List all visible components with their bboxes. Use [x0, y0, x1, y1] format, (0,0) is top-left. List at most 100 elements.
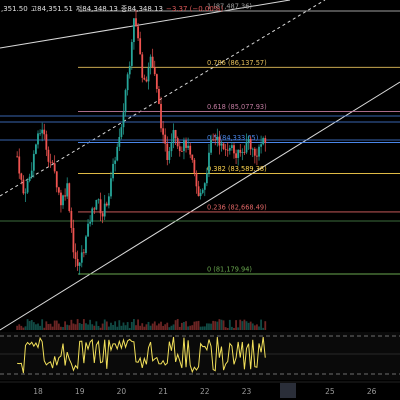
- volume-bar: [135, 325, 137, 330]
- volume-bar: [247, 322, 250, 330]
- candle-body: [205, 173, 208, 184]
- candle-body: [105, 203, 108, 206]
- volume-bar: [32, 322, 35, 330]
- fib-level-label: 0 (81,179.94): [207, 266, 252, 274]
- volume-bar: [243, 319, 246, 330]
- candle-body: [66, 183, 69, 197]
- volume-bar: [30, 320, 33, 330]
- candle-body: [45, 134, 48, 150]
- candle-body: [133, 18, 135, 43]
- volume-bar: [87, 324, 89, 330]
- volume-bar: [162, 325, 164, 330]
- fib-level-label: 0.786 (86,137.57): [207, 59, 267, 67]
- volume-bar: [201, 326, 204, 330]
- candle-body: [208, 152, 210, 174]
- oscillator-line: [17, 336, 266, 374]
- candle-body: [26, 180, 29, 193]
- volume-bar: [57, 323, 60, 330]
- fib-level-label: 0.236 (82,668.49): [207, 203, 267, 211]
- candle-body: [89, 221, 92, 224]
- volume-bar: [72, 323, 75, 330]
- candle-body: [114, 160, 117, 164]
- candle-body: [135, 18, 137, 27]
- volume-bar: [82, 319, 85, 330]
- volume-bar: [158, 323, 160, 330]
- x-tick-label: 21: [158, 387, 168, 396]
- volume-bar: [62, 327, 64, 330]
- volume-bar: [20, 325, 23, 330]
- channel-lower-line[interactable]: [0, 81, 400, 331]
- volume-bar: [128, 327, 131, 330]
- volume-bar: [60, 326, 62, 330]
- candle-body: [128, 65, 131, 75]
- ohlc-readout: ,351.50 고84,351.51 저84,348.13 종84,348.13 −3.…: [1, 4, 223, 13]
- candle-body: [233, 145, 235, 154]
- volume-bar: [174, 320, 177, 330]
- volume-bar: [256, 324, 258, 330]
- candle-body: [93, 208, 96, 210]
- volume-bar: [176, 319, 179, 330]
- volume-bar: [41, 319, 44, 330]
- volume-bar: [37, 323, 39, 330]
- candle-body: [122, 112, 125, 128]
- candle-body: [231, 145, 233, 149]
- candle-body: [39, 133, 41, 135]
- candle-body: [116, 146, 119, 161]
- volume-bar: [66, 324, 69, 330]
- candle-body: [80, 252, 83, 263]
- candle-body: [253, 148, 256, 156]
- candle-body: [118, 136, 121, 147]
- oscillator-series: [17, 336, 266, 374]
- volume-bar: [185, 321, 187, 330]
- volume-bar: [151, 323, 154, 330]
- candle-body: [72, 227, 75, 253]
- fib-level-label: 0.5 (84,333.65): [207, 134, 258, 142]
- candle-body: [32, 153, 35, 171]
- volume-bar: [149, 325, 152, 330]
- volume-bar: [76, 319, 79, 330]
- volume-bar: [93, 325, 96, 330]
- candle-body: [241, 152, 244, 153]
- candle-body: [64, 195, 67, 197]
- volume-bar: [231, 326, 233, 330]
- volume-bar: [183, 322, 185, 330]
- candle-body: [172, 130, 175, 143]
- candle-body: [201, 189, 204, 193]
- candle-body: [258, 146, 260, 157]
- candles-layer: [16, 9, 267, 275]
- volume-bar: [80, 324, 83, 330]
- volume-bar: [105, 321, 108, 330]
- candle-body: [43, 129, 46, 135]
- volume-bar: [45, 321, 48, 330]
- candle-body: [199, 192, 202, 197]
- candle-body: [178, 146, 181, 152]
- volume-bar: [110, 322, 112, 330]
- candle-body: [216, 136, 219, 140]
- ohlc-segment: ,351.50: [1, 5, 28, 13]
- volume-bar: [147, 321, 150, 330]
- x-tick-label: 20: [117, 387, 127, 396]
- volume-bar: [114, 321, 117, 330]
- channel-upper-line[interactable]: [0, 0, 291, 49]
- candle-body: [249, 138, 252, 150]
- candle-body: [35, 144, 37, 154]
- candle-body: [103, 203, 106, 217]
- candle-body: [99, 199, 102, 214]
- candle-body: [260, 144, 262, 147]
- candle-body: [153, 67, 156, 75]
- candle-body: [168, 151, 171, 160]
- candle-body: [145, 79, 148, 82]
- volume-bar: [68, 325, 71, 330]
- fibonacci-retracement[interactable]: 1 (87,487.36) 0.786 (86,137.57) 0.618 (85,…: [78, 3, 400, 275]
- candle-body: [264, 138, 267, 143]
- candle-body: [224, 148, 227, 150]
- volume-bar: [89, 319, 92, 330]
- candle-body: [101, 213, 104, 217]
- candle-body: [214, 139, 217, 141]
- volume-bar: [203, 326, 206, 330]
- candle-body: [107, 196, 110, 206]
- x-tick-label: 26: [367, 387, 377, 396]
- candle-body: [70, 210, 73, 228]
